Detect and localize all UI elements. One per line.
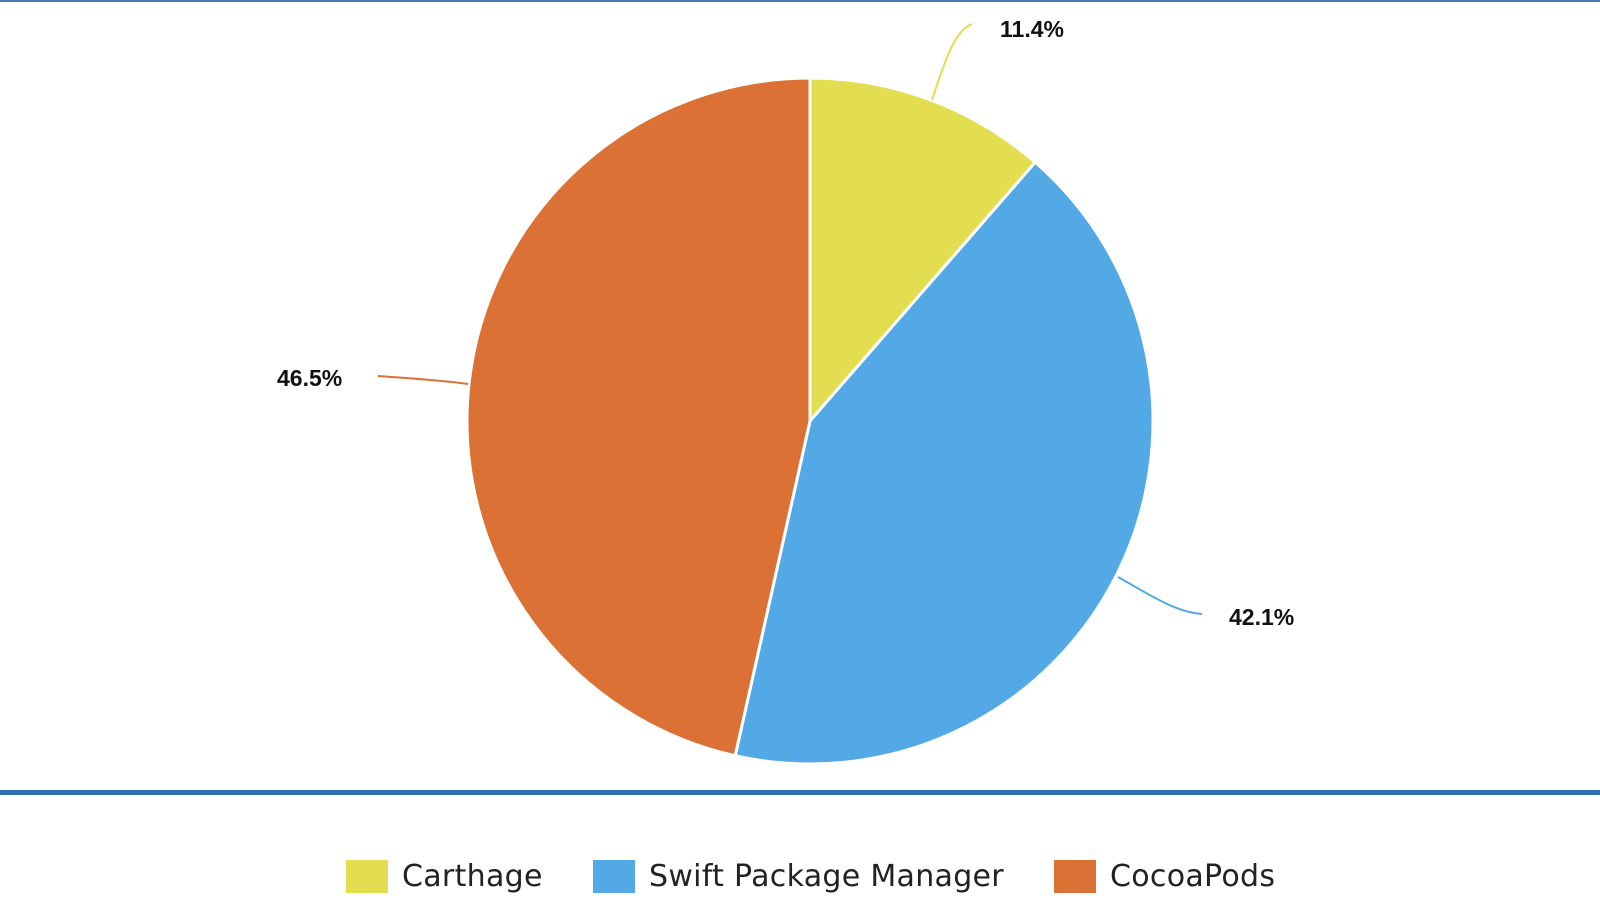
pie-chart-canvas (377, 23, 1203, 766)
legend-swatch-carthage (346, 859, 388, 893)
label-cocoapods: 46.5% (277, 365, 343, 391)
legend: Carthage Swift Package Manager CocoaPods (0, 858, 1600, 898)
slice-carthage (808, 76, 1037, 423)
leader-line-swift-package-manager (1117, 576, 1203, 615)
legend-label: CocoaPods (1110, 858, 1276, 894)
legend-label: Swift Package Manager (649, 858, 1004, 894)
slice-cocoapods (465, 76, 812, 758)
legend-swatch-swift-package-manager (593, 859, 635, 893)
label-swift-package-manager: 42.1% (1229, 604, 1295, 630)
legend-item-swift-package-manager[interactable]: Swift Package Manager (593, 858, 1004, 894)
label-carthage: 11.4% (1000, 16, 1064, 42)
legend-item-cocoapods[interactable]: CocoaPods (1054, 858, 1275, 894)
leader-line-carthage (931, 23, 973, 101)
pie-chart: 11.4% 42.1% 46.5% (277, 16, 1295, 766)
bottom-divider (0, 790, 1600, 795)
legend-swatch-cocoapods (1054, 859, 1096, 893)
top-divider (0, 0, 1600, 2)
legend-label: Carthage (402, 858, 543, 894)
leader-line-cocoapods (377, 375, 469, 385)
slice-swift-package-manager (733, 160, 1155, 766)
legend-item-carthage[interactable]: Carthage (346, 858, 543, 894)
